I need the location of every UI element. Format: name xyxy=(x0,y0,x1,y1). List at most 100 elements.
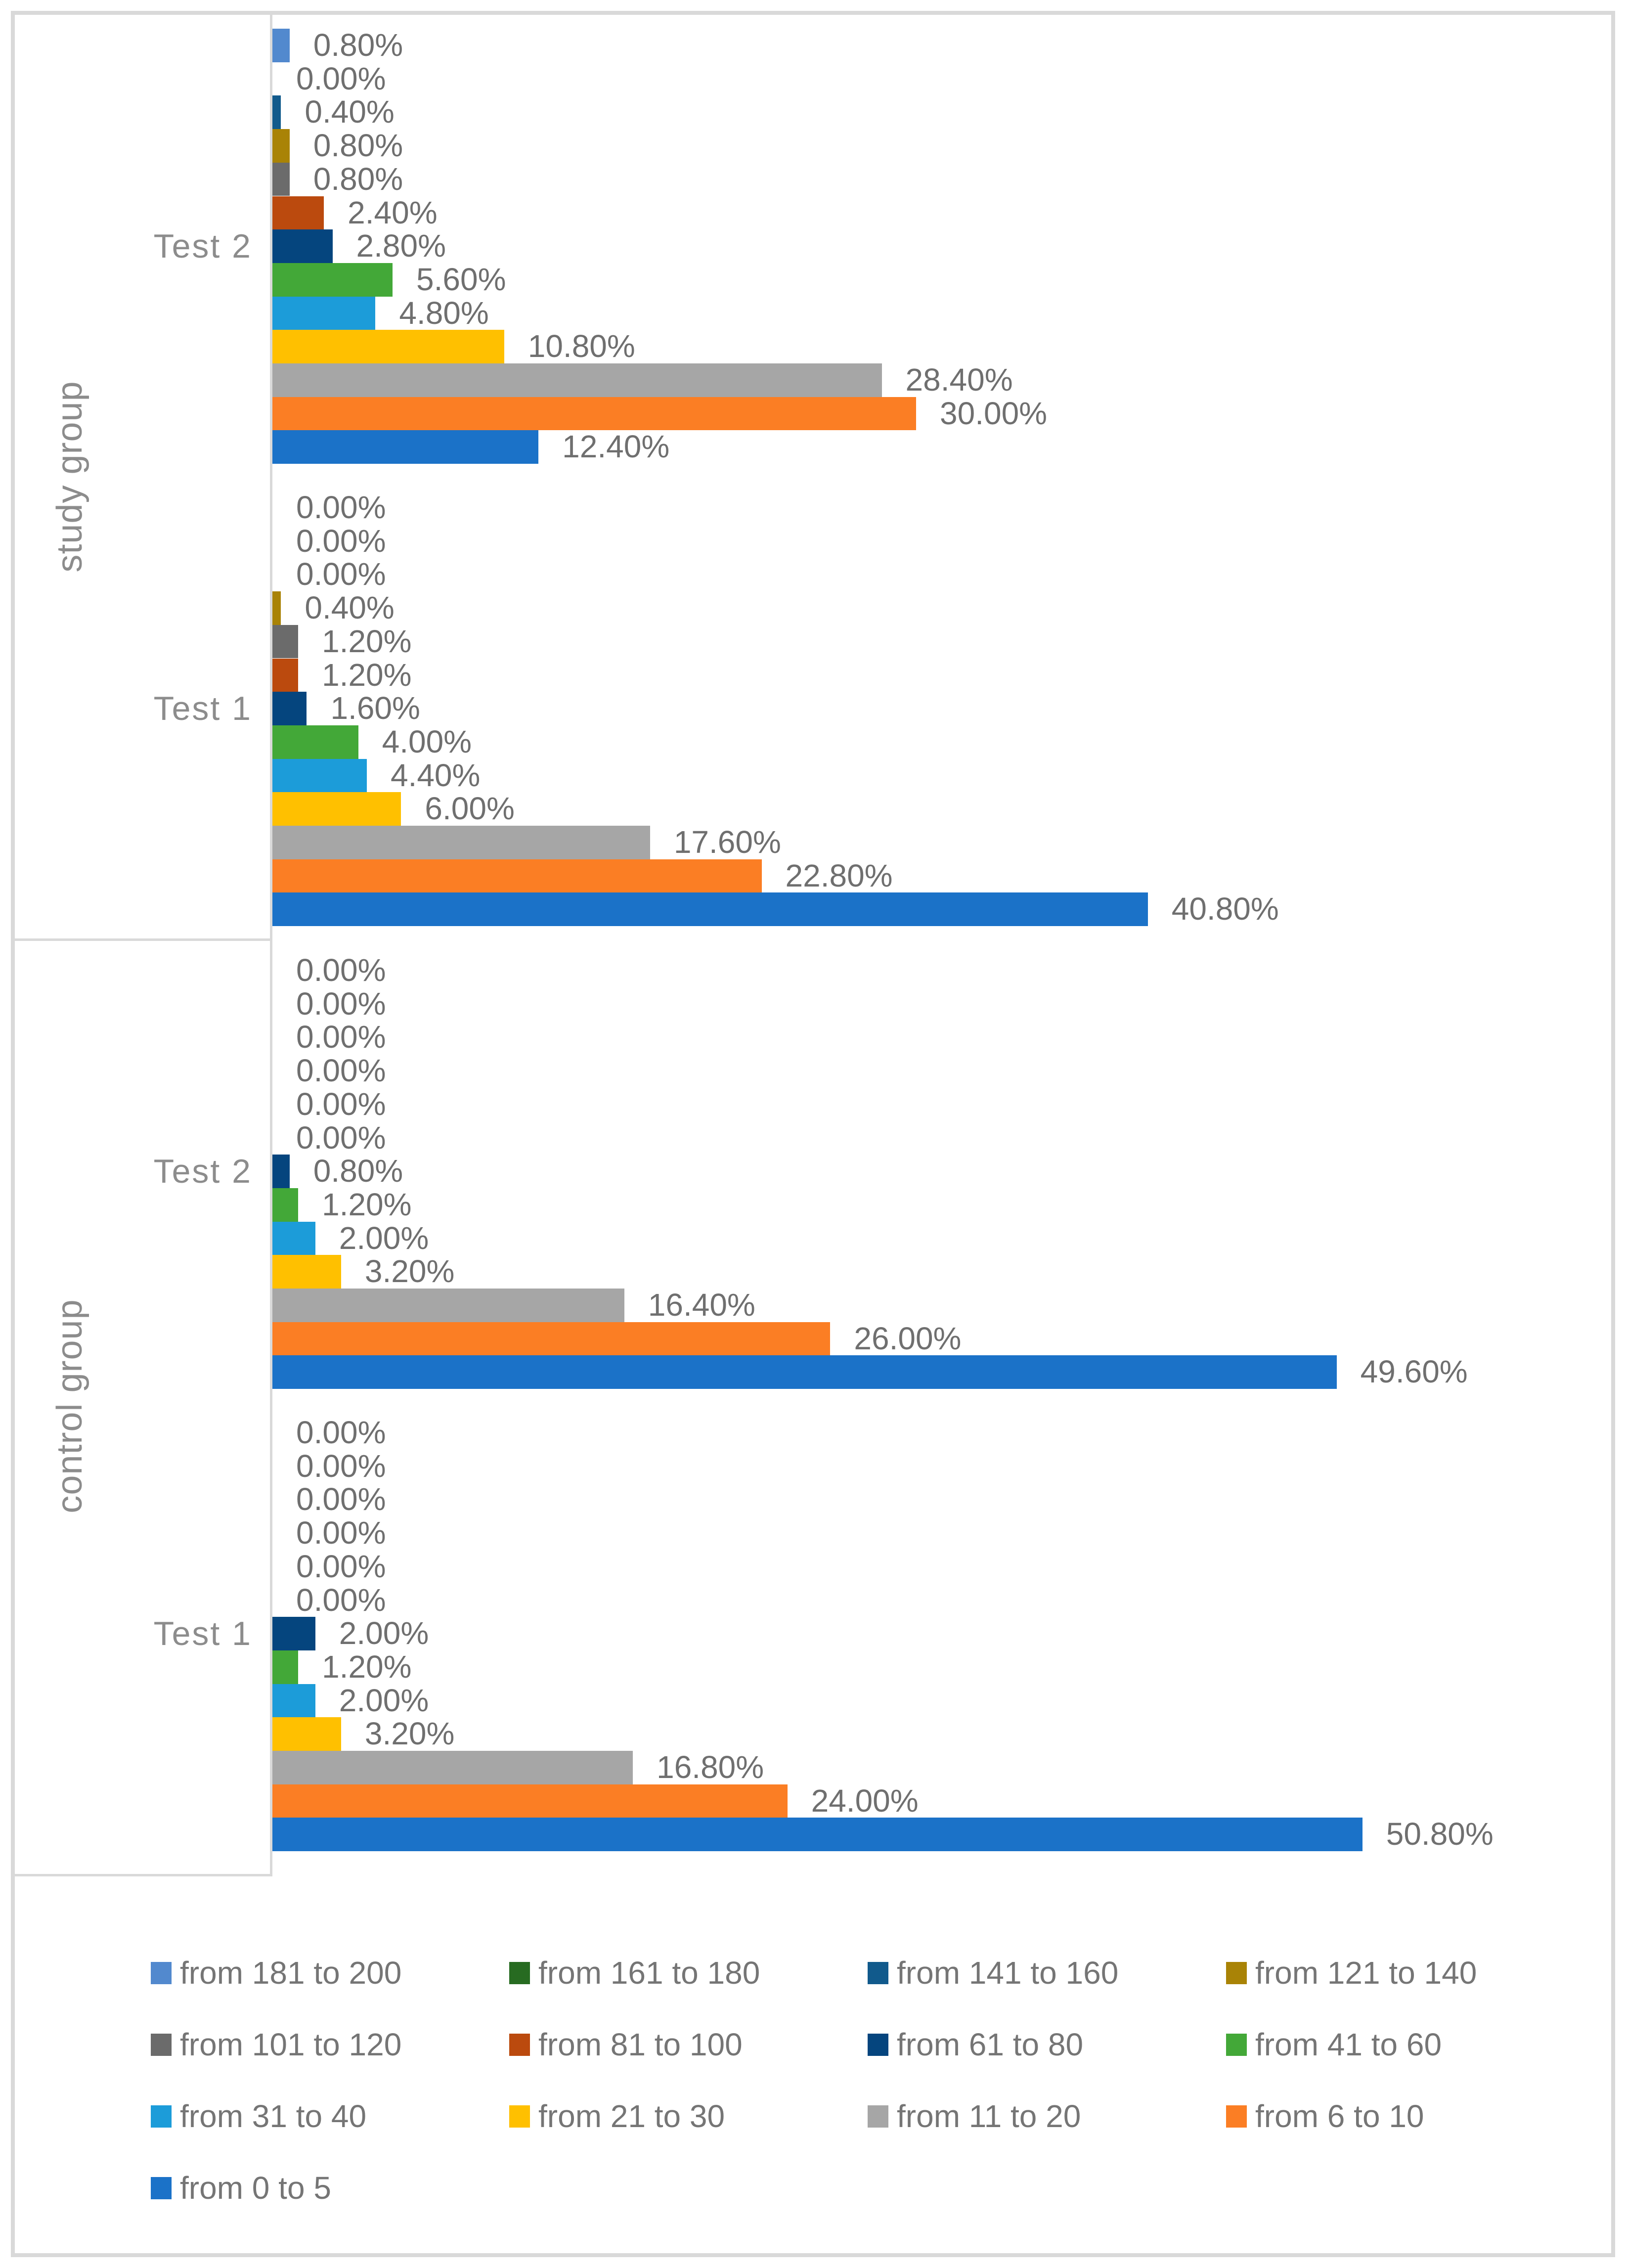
legend-item: from 161 to 180 xyxy=(509,1955,760,1991)
legend-label: from 6 to 10 xyxy=(1255,2098,1424,2134)
legend-label: from 61 to 80 xyxy=(897,2027,1084,2062)
legend-item: from 0 to 5 xyxy=(151,2170,331,2206)
bar-from-0-to-5 xyxy=(272,1355,1337,1389)
category-label-control-test2: Test 2 xyxy=(153,1153,252,1190)
legend-swatch xyxy=(509,2105,530,2128)
legend-swatch xyxy=(868,1961,888,1984)
bar-data-label: 0.00% xyxy=(296,1481,386,1517)
legend-item: from 31 to 40 xyxy=(151,2098,366,2135)
bar-from-0-to-5 xyxy=(272,430,539,464)
bar-from-31-to-40 xyxy=(272,1684,315,1718)
bar-from-21-to-30 xyxy=(272,1255,341,1289)
bar-data-label: 26.00% xyxy=(854,1320,962,1356)
bar-data-label: 3.20% xyxy=(364,1253,455,1290)
bar-data-label: 0.80% xyxy=(313,128,403,164)
bar-data-label: 4.40% xyxy=(390,757,481,793)
bar-data-label: 2.00% xyxy=(339,1220,429,1256)
bar-data-label: 0.00% xyxy=(296,1053,386,1089)
legend-item: from 11 to 20 xyxy=(868,2098,1081,2135)
bar-data-label: 12.40% xyxy=(562,429,670,465)
legend-item: from 21 to 30 xyxy=(509,2098,725,2135)
legend-label: from 121 to 140 xyxy=(1255,1955,1477,1991)
legend-item: from 121 to 140 xyxy=(1226,1955,1477,1991)
bar-data-label: 0.00% xyxy=(296,1119,386,1156)
legend-item: from 6 to 10 xyxy=(1226,2098,1424,2135)
group-label-control: control group xyxy=(50,1299,89,1513)
bar-data-label: 0.00% xyxy=(296,1086,386,1122)
bar-from-6-to-10 xyxy=(272,1322,831,1356)
bar-from-31-to-40 xyxy=(272,296,376,330)
bar-data-label: 0.00% xyxy=(296,1448,386,1484)
bar-data-label: 0.00% xyxy=(296,1548,386,1584)
bar-data-label: 16.40% xyxy=(648,1287,755,1323)
bar-from-81-to-100 xyxy=(272,658,299,692)
bar-from-41-to-60 xyxy=(272,1650,299,1684)
bar-data-label: 22.80% xyxy=(785,857,893,893)
bar-data-label: 28.40% xyxy=(905,362,1013,398)
axis-panel-bottom-line xyxy=(15,1874,272,1876)
bar-from-31-to-40 xyxy=(272,1221,315,1255)
bar-data-label: 4.00% xyxy=(382,723,472,759)
category-label-control-test1: Test 1 xyxy=(153,1615,252,1652)
bar-data-label: 0.40% xyxy=(305,590,395,626)
bar-from-21-to-30 xyxy=(272,330,504,363)
legend-label: from 31 to 40 xyxy=(180,2098,367,2134)
bar-from-11-to-20 xyxy=(272,826,650,859)
bar-data-label: 0.40% xyxy=(305,94,395,130)
bar-data-label: 5.60% xyxy=(416,261,506,297)
legend-label: from 141 to 160 xyxy=(897,1955,1119,1991)
bar-from-61-to-80 xyxy=(272,692,307,725)
legend-swatch xyxy=(1226,1961,1247,1984)
bar-data-label: 50.80% xyxy=(1386,1816,1494,1852)
legend-label: from 161 to 180 xyxy=(538,1955,760,1991)
bar-data-label: 2.80% xyxy=(356,228,446,264)
bar-data-label: 0.80% xyxy=(313,1153,403,1189)
bar-from-11-to-20 xyxy=(272,363,882,397)
bar-from-121-to-140 xyxy=(272,591,281,625)
legend-item: from 101 to 120 xyxy=(151,2026,401,2063)
category-label-study-test1: Test 1 xyxy=(153,690,252,727)
bar-data-label: 24.00% xyxy=(811,1782,919,1819)
group-divider-line xyxy=(15,938,272,941)
bar-data-label: 0.00% xyxy=(296,1019,386,1055)
bar-from-81-to-100 xyxy=(272,196,324,230)
bar-from-21-to-30 xyxy=(272,792,401,826)
bar-data-label: 1.20% xyxy=(322,1648,412,1685)
bar-from-121-to-140 xyxy=(272,129,290,163)
group-label-study: study group xyxy=(50,381,89,573)
legend-label: from 21 to 30 xyxy=(538,2098,725,2134)
bar-from-21-to-30 xyxy=(272,1717,341,1751)
bar-data-label: 16.80% xyxy=(657,1749,764,1785)
bar-from-141-to-160 xyxy=(272,95,281,130)
bar-from-61-to-80 xyxy=(272,1617,315,1650)
bar-from-0-to-5 xyxy=(272,892,1148,927)
bar-from-101-to-120 xyxy=(272,162,290,196)
legend-swatch xyxy=(1226,2033,1247,2056)
bar-data-label: 0.00% xyxy=(296,1415,386,1450)
bar-data-label: 0.00% xyxy=(296,556,386,592)
legend-swatch xyxy=(868,2105,888,2128)
legend-item: from 61 to 80 xyxy=(868,2026,1083,2063)
bar-from-0-to-5 xyxy=(272,1818,1362,1852)
chart-border xyxy=(11,11,1615,2257)
bar-data-label: 10.80% xyxy=(527,328,635,364)
legend-swatch xyxy=(868,2033,888,2056)
bar-from-61-to-80 xyxy=(272,229,333,263)
legend-swatch xyxy=(509,1961,530,1984)
bar-from-6-to-10 xyxy=(272,859,762,893)
bar-from-181-to-200 xyxy=(272,29,290,62)
bar-data-label: 2.00% xyxy=(339,1682,429,1718)
bar-data-label: 40.80% xyxy=(1171,891,1279,927)
bar-from-61-to-80 xyxy=(272,1155,290,1188)
bar-data-label: 0.00% xyxy=(296,523,386,559)
legend-swatch xyxy=(151,2033,172,2056)
bar-data-label: 0.80% xyxy=(313,161,403,197)
bar-data-label: 0.00% xyxy=(296,1582,386,1618)
bar-from-101-to-120 xyxy=(272,624,299,659)
bar-from-6-to-10 xyxy=(272,1784,788,1818)
bar-data-label: 1.60% xyxy=(330,690,420,726)
bar-from-11-to-20 xyxy=(272,1751,633,1784)
legend-item: from 181 to 200 xyxy=(151,1955,401,1991)
bar-data-label: 0.00% xyxy=(296,60,386,96)
